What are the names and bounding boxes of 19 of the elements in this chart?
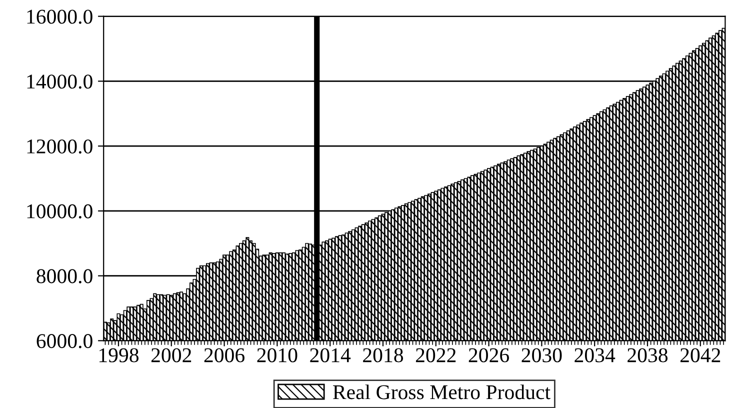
x-tick-label: 2030 [522, 348, 562, 362]
x-tick-label: 2022 [416, 348, 456, 362]
x-tick-label: 2042 [680, 348, 720, 362]
x-tick-label: 2006 [204, 348, 244, 362]
y-tick-label: 8000.0 [36, 269, 92, 284]
x-tick-label: 2034 [574, 348, 616, 362]
x-tick-label: 2018 [363, 348, 404, 362]
x-tick-label: 2014 [310, 348, 351, 362]
y-tick-label: 14000.0 [27, 74, 92, 89]
x-tick-label: 2010 [257, 348, 298, 362]
y-tick-label: 12000.0 [27, 139, 92, 154]
x-tick-label: 1998 [99, 348, 139, 362]
y-tick-label: 10000.0 [27, 204, 92, 218]
x-tick-label: 2026 [468, 348, 510, 362]
x-tick-label: 2002 [151, 348, 192, 362]
x-tick-label: 2038 [628, 348, 668, 362]
y-tick-label: 6000.0 [36, 334, 92, 348]
y-tick-label: 16000.0 [27, 10, 92, 24]
legend-label: Real Gross Metro Product [333, 384, 550, 400]
